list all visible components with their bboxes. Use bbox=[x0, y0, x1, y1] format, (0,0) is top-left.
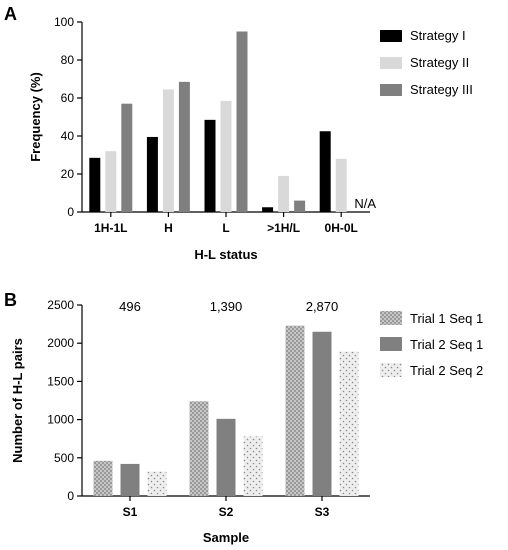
y-tick-label: 0 bbox=[67, 205, 74, 219]
bar-strategy-i-l bbox=[204, 119, 216, 212]
legend-swatch-trial-2-seq-2 bbox=[380, 363, 402, 377]
bar-strategy-i-1h-l bbox=[262, 207, 274, 212]
legend-swatch-strategy-ii bbox=[380, 57, 402, 69]
total-label-s2: 1,390 bbox=[210, 299, 243, 314]
legend-swatch-trial-2-seq-1 bbox=[380, 337, 402, 351]
legend-label-trial-2-seq-2: Trial 2 Seq 2 bbox=[410, 363, 483, 378]
legend-swatch-trial-1-seq-1 bbox=[380, 311, 402, 325]
x-axis-title: H-L status bbox=[194, 247, 257, 262]
y-tick-label: 20 bbox=[61, 167, 75, 181]
panel-label-b: B bbox=[4, 290, 17, 310]
y-tick-label: 80 bbox=[61, 53, 75, 67]
x-tick-label: S3 bbox=[315, 505, 330, 519]
bar-trial-2-seq-2-s1 bbox=[147, 471, 167, 496]
legend-label-strategy-iii: Strategy III bbox=[410, 82, 473, 97]
chart-b: 0 500 1000 1500 2000 2500 S1 S2 S3 Sample Number o… bbox=[10, 298, 483, 545]
bar-strategy-i-h bbox=[146, 136, 158, 212]
bar-strategy-i-1h-1l bbox=[89, 157, 101, 212]
y-tick-label: 60 bbox=[61, 91, 75, 105]
panel-label-a: A bbox=[4, 4, 17, 24]
y-tick-label: 2000 bbox=[47, 336, 74, 350]
bar-strategy-iii-h bbox=[178, 81, 190, 212]
bar-trial-2-seq-2-s3 bbox=[339, 351, 359, 496]
legend-label-strategy-i: Strategy I bbox=[410, 28, 466, 43]
x-tick-label: 1H-1L bbox=[94, 221, 127, 235]
annotation-na: N/A bbox=[354, 196, 376, 211]
y-tick-label: 1500 bbox=[47, 374, 74, 388]
y-tick-label: 100 bbox=[54, 15, 74, 29]
legend-label-strategy-ii: Strategy II bbox=[410, 55, 469, 70]
bar-trial-1-seq-1-s3 bbox=[285, 325, 305, 496]
y-tick-label: 500 bbox=[54, 451, 74, 465]
total-label-s1: 496 bbox=[119, 299, 141, 314]
x-tick-label: >1H/L bbox=[267, 221, 300, 235]
bar-strategy-iii-l bbox=[236, 31, 248, 212]
total-label-s3: 2,870 bbox=[306, 299, 339, 314]
x-tick-label: H bbox=[164, 221, 173, 235]
legend-swatch-strategy-i bbox=[380, 30, 402, 42]
bar-strategy-i-0h-0l bbox=[319, 131, 331, 212]
y-axis-title: Frequency (%) bbox=[28, 72, 43, 162]
x-tick-label: L bbox=[222, 221, 229, 235]
bar-strategy-iii-1h-1l bbox=[121, 103, 133, 212]
y-axis-title: Number of H-L pairs bbox=[10, 338, 25, 463]
legend-label-trial-2-seq-1: Trial 2 Seq 1 bbox=[410, 337, 483, 352]
bar-strategy-ii-h bbox=[162, 89, 174, 212]
bar-trial-1-seq-1-s1 bbox=[93, 460, 113, 496]
legend-label-trial-1-seq-1: Trial 1 Seq 1 bbox=[410, 311, 483, 326]
bar-trial-2-seq-1-s3 bbox=[312, 331, 332, 496]
x-tick-label: S2 bbox=[219, 505, 234, 519]
bar-strategy-iii-1h-l bbox=[294, 200, 306, 212]
y-tick-label: 0 bbox=[67, 489, 74, 503]
chart-a: 0 20 40 60 80 100 1H-1L H L >1H/L 0H-0L H-L status F… bbox=[28, 15, 473, 262]
bar-strategy-ii-l bbox=[220, 100, 232, 212]
x-tick-label: 0H-0L bbox=[325, 221, 358, 235]
bar-trial-1-seq-1-s2 bbox=[189, 401, 209, 496]
bar-trial-2-seq-1-s1 bbox=[120, 463, 140, 496]
bar-trial-2-seq-1-s2 bbox=[216, 418, 236, 496]
legend-swatch-strategy-iii bbox=[380, 84, 402, 96]
bar-trial-2-seq-2-s2 bbox=[243, 436, 263, 496]
x-tick-label: S1 bbox=[123, 505, 138, 519]
bar-strategy-ii-0h-0l bbox=[335, 158, 347, 212]
x-axis-title: Sample bbox=[203, 530, 249, 545]
y-tick-label: 40 bbox=[61, 129, 75, 143]
bar-strategy-ii-1h-1l bbox=[105, 151, 117, 212]
y-tick-label: 1000 bbox=[47, 413, 74, 427]
y-tick-label: 2500 bbox=[47, 298, 74, 312]
bar-strategy-ii-1h-l bbox=[278, 175, 290, 212]
